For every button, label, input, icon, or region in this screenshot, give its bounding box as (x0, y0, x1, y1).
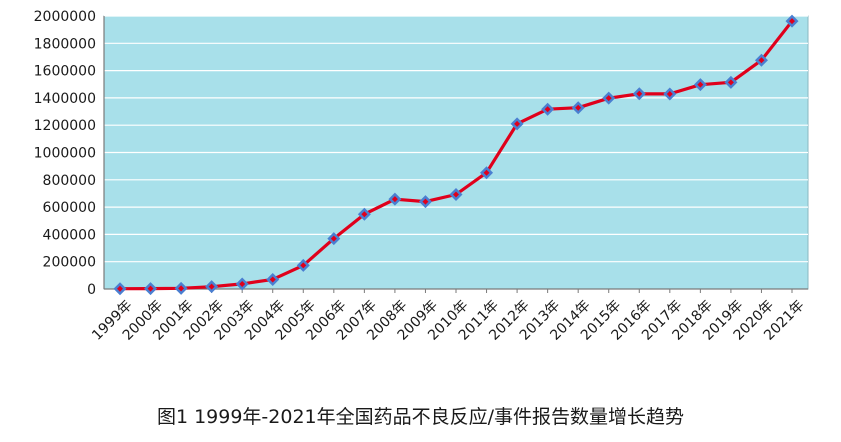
line-chart: 0 200000 400000 600000 800000 1000000 1200000 1… (34, 9, 809, 344)
y-tick-label: 0 (87, 282, 96, 298)
y-tick-label: 1000000 (34, 146, 96, 162)
data-point-marker-center (605, 95, 612, 102)
y-tick-label: 2000000 (34, 9, 96, 25)
data-point-marker-center (178, 285, 185, 292)
data-point-marker-center (666, 90, 673, 97)
gridlines (104, 15, 808, 263)
data-point-marker-center (330, 235, 337, 242)
y-tick-label: 400000 (43, 227, 96, 243)
data-point-marker-center (727, 79, 734, 86)
x-axis-ticks: 1999年2000年2001年2002年2003年2004年2005年2006年… (89, 289, 808, 344)
y-tick-label: 1200000 (34, 118, 96, 134)
data-point-marker-center (300, 262, 307, 269)
data-point-marker-center (147, 285, 154, 292)
series-markers (113, 14, 799, 296)
data-point-marker-center (422, 198, 429, 205)
data-point-marker-center (789, 18, 795, 25)
data-point-marker-center (758, 57, 765, 64)
y-tick-label: 1600000 (34, 64, 96, 80)
data-point-marker-center (239, 280, 246, 287)
data-point-marker-center (697, 81, 704, 88)
data-point-marker-center (453, 191, 459, 198)
data-point-marker-center (208, 283, 215, 290)
data-point-marker-center (636, 90, 643, 97)
data-point-marker-center (117, 285, 123, 292)
data-point-marker-center (575, 104, 582, 111)
y-tick-label: 600000 (43, 200, 96, 216)
data-point-marker-center (483, 169, 490, 176)
data-point-marker-center (269, 276, 276, 283)
y-tick-label: 800000 (43, 173, 96, 189)
data-point-marker-center (514, 120, 521, 127)
y-tick-label: 1400000 (34, 91, 96, 107)
y-axis-ticks: 0 200000 400000 600000 800000 1000000 1200000 1… (34, 9, 96, 298)
y-tick-label: 1800000 (34, 36, 96, 52)
data-point-marker-center (361, 211, 368, 218)
data-point-marker-center (391, 196, 398, 203)
figure-caption: 图1 1999年-2021年全国药品不良反应/事件报告数量增长趋势 (156, 406, 685, 428)
y-tick-label: 200000 (43, 255, 96, 271)
data-point-marker-center (544, 106, 551, 113)
